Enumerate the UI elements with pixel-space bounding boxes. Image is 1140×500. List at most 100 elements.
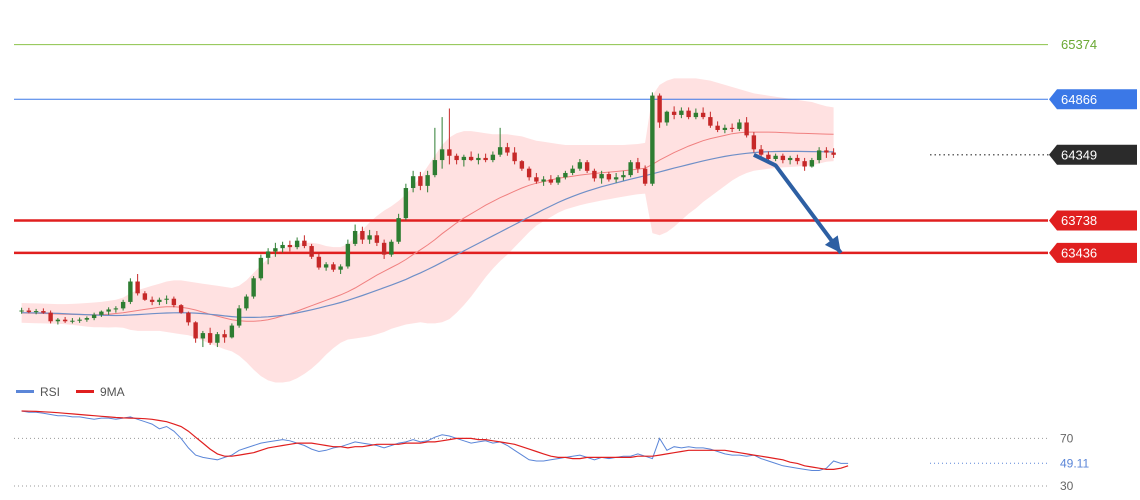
candle [563, 170, 568, 180]
slow-ma-line [21, 150, 834, 318]
candle [207, 327, 213, 345]
candle-body [715, 125, 720, 130]
candle [280, 241, 285, 253]
candle-body [77, 319, 82, 321]
rsi-last-value-label: 49.11 [1060, 456, 1089, 470]
candle-body [244, 296, 249, 309]
candle [41, 308, 46, 314]
candle-body [294, 240, 300, 248]
candle-body [758, 149, 764, 155]
candle-body [26, 310, 32, 313]
candle [744, 117, 749, 138]
candle [142, 291, 148, 301]
candle-body [360, 231, 365, 240]
candle [657, 93, 662, 128]
candle-body [186, 312, 191, 323]
candle-body [113, 308, 119, 310]
candle-body [816, 150, 822, 161]
candle [316, 253, 322, 270]
candle [831, 148, 836, 158]
candle-body [512, 152, 517, 162]
candle-body [831, 152, 836, 155]
candle-body [200, 333, 206, 339]
candle [381, 239, 387, 259]
candle-body [497, 147, 503, 155]
candle [671, 106, 677, 120]
candle [178, 304, 184, 314]
candle [700, 107, 706, 120]
candle-body [693, 112, 699, 118]
candle [780, 153, 786, 164]
candle [795, 154, 800, 165]
candle [164, 295, 169, 305]
candle [642, 165, 648, 186]
forecast-arrow-shaft [752, 153, 843, 255]
rsi-legend-label: RSI [40, 385, 60, 399]
candle-body [577, 162, 583, 169]
resistance-level-64866-tag-label: 64866 [1061, 92, 1097, 107]
rsi-indicator-layer [14, 410, 1048, 487]
candle [396, 213, 401, 244]
candle [367, 229, 372, 244]
candle [222, 329, 227, 343]
candle-body [338, 266, 343, 270]
forecast-arrow-head [824, 235, 841, 253]
candle [352, 224, 358, 247]
candle [360, 226, 365, 244]
candle [374, 231, 380, 247]
candle-body [519, 161, 525, 169]
candle-body [606, 174, 612, 180]
candle-body [780, 155, 786, 161]
candle [447, 108, 452, 165]
candle-body [824, 150, 829, 153]
candle-body [650, 95, 655, 184]
candle-body [193, 322, 198, 339]
candle [628, 160, 633, 178]
candle [432, 127, 438, 178]
candle-body [258, 257, 264, 279]
candle [55, 318, 61, 325]
resistance-level-65374-tag-label: 65374 [1061, 37, 1097, 52]
candle [236, 305, 242, 328]
candle-body [215, 334, 220, 343]
candle [505, 142, 510, 156]
candle [534, 172, 539, 184]
candle-body [323, 264, 329, 268]
candle-body [381, 242, 387, 255]
candle-body [526, 168, 532, 178]
candle [555, 175, 561, 185]
candle [439, 117, 445, 169]
candle [584, 160, 590, 173]
rsi-legend-swatch [16, 390, 34, 393]
candle [403, 183, 409, 221]
candle [751, 132, 757, 153]
candle-body [135, 281, 140, 294]
candle [461, 154, 467, 167]
candle-body [403, 188, 409, 219]
candle-body [664, 111, 670, 123]
candle-body [700, 112, 706, 118]
candle-body [642, 168, 648, 184]
candle [425, 170, 430, 193]
candle [824, 147, 829, 158]
candle-body [628, 162, 633, 176]
candle [26, 307, 32, 314]
support-level-63738-tag: 63738 [1049, 210, 1137, 231]
candle [99, 310, 104, 317]
candle [686, 107, 691, 120]
bollinger-band [21, 78, 834, 383]
candle [650, 92, 655, 186]
candle [186, 311, 191, 326]
candle-body [142, 293, 148, 300]
candle [338, 264, 343, 274]
candle [476, 153, 481, 165]
candle [389, 239, 394, 257]
ma-legend-swatch [76, 390, 94, 393]
candle [19, 307, 24, 314]
candle-body [555, 177, 561, 183]
candle-body [447, 149, 452, 156]
candle-body [389, 241, 394, 255]
candle [599, 170, 604, 184]
current-price-level-tag-label: 64349 [1061, 147, 1097, 162]
candle-body [686, 110, 691, 118]
